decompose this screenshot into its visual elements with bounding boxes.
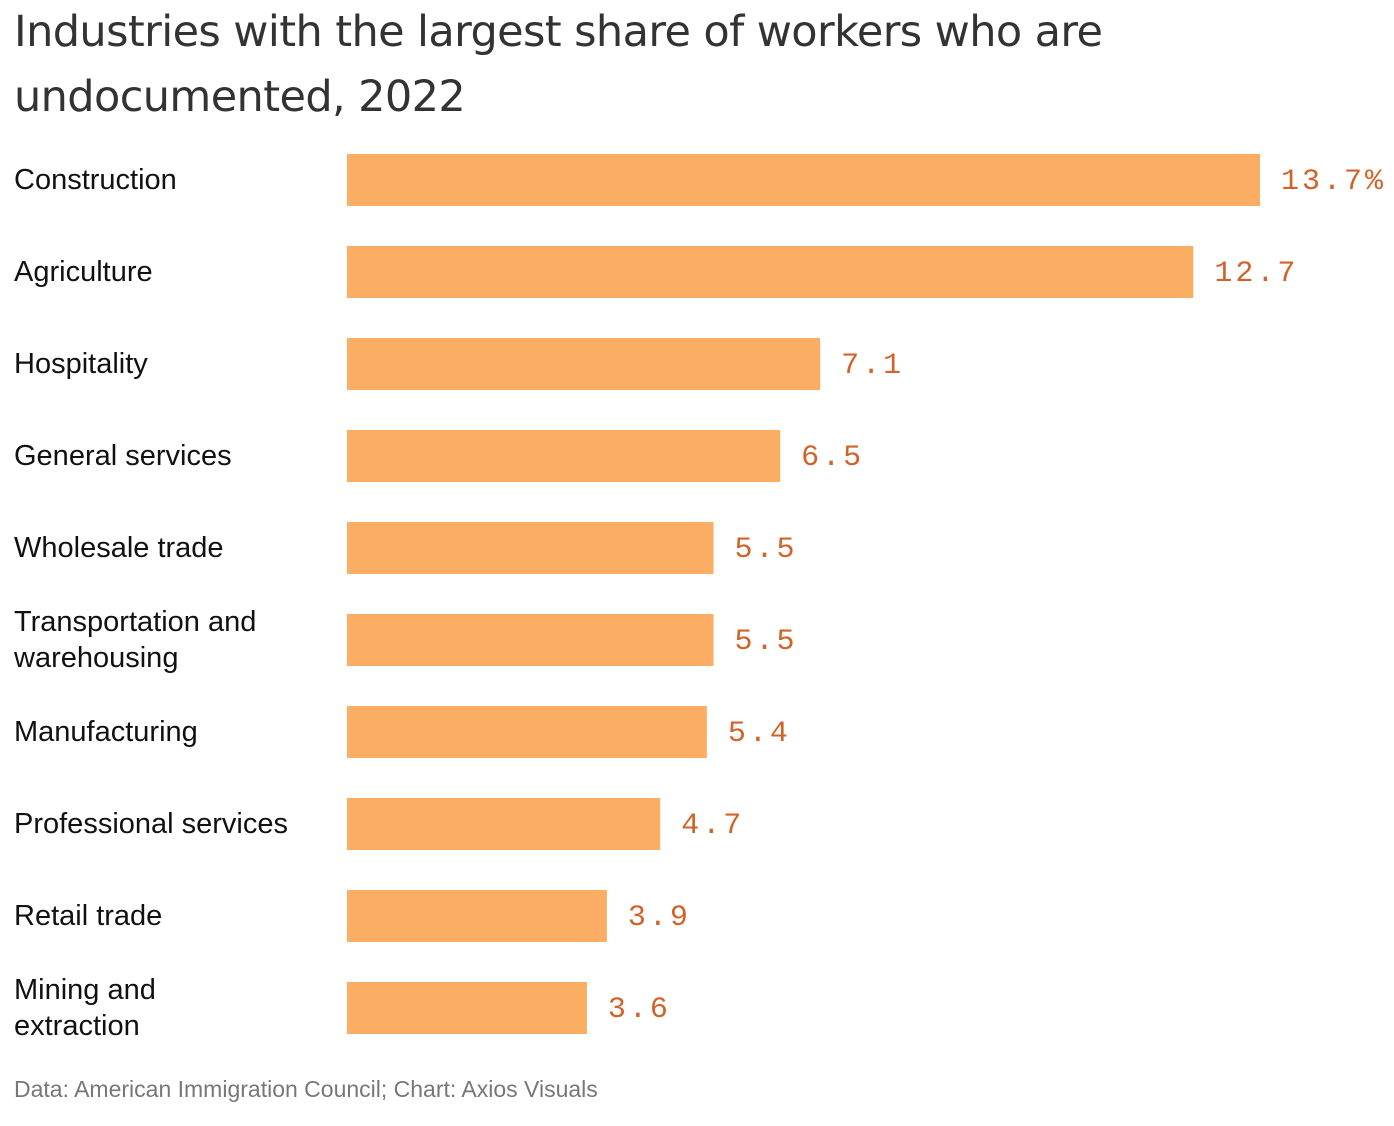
value-label: 5.5	[735, 533, 798, 567]
bar	[347, 982, 587, 1034]
category-label: Wholesale trade	[14, 532, 224, 564]
value-label: 4.7	[681, 809, 744, 843]
value-label: 5.5	[735, 625, 798, 659]
bar	[347, 522, 714, 574]
bar	[347, 154, 1260, 206]
value-label: 3.9	[628, 901, 691, 935]
value-label: 13.7%	[1281, 165, 1386, 199]
chart-title-line-1: Industries with the largest share of wor…	[14, 7, 1103, 57]
category-label: General services	[14, 440, 232, 472]
bar	[347, 338, 821, 390]
value-label: 3.6	[608, 993, 671, 1027]
category-label: Mining and	[14, 974, 156, 1006]
category-label: Agriculture	[14, 256, 153, 288]
category-label: Construction	[14, 164, 177, 196]
category-label: Manufacturing	[14, 716, 198, 748]
value-label: 7.1	[841, 349, 904, 383]
category-label: Transportation and	[14, 606, 256, 638]
category-label: extraction	[14, 1010, 140, 1042]
bar	[347, 890, 607, 942]
bar	[347, 430, 781, 482]
value-label: 12.7	[1214, 257, 1298, 291]
bar	[347, 246, 1194, 298]
chart-title-line-2: undocumented, 2022	[14, 72, 466, 122]
category-label: Retail trade	[14, 900, 162, 932]
source-note: Data: American Immigration Council; Char…	[14, 1076, 598, 1102]
category-label: Hospitality	[14, 348, 148, 380]
chart-title: Industries with the largest share of wor…	[14, 0, 1374, 130]
bar	[347, 798, 661, 850]
bar	[347, 706, 707, 758]
bar	[347, 614, 714, 666]
category-label: warehousing	[13, 642, 178, 674]
category-label: Professional services	[14, 808, 288, 840]
value-label: 6.5	[801, 441, 864, 475]
value-label: 5.4	[728, 717, 791, 751]
